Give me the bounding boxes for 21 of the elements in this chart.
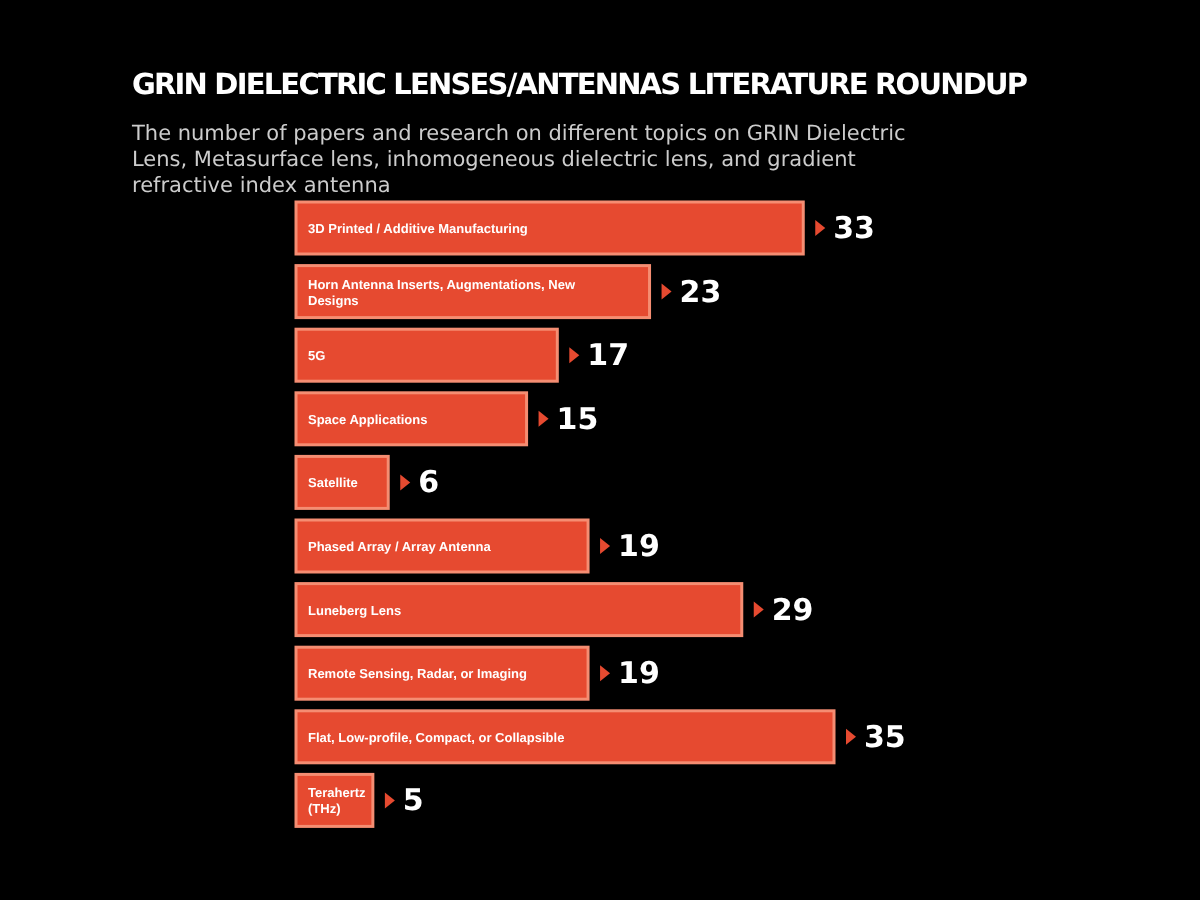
bar (294, 454, 390, 510)
bar (294, 264, 652, 320)
chart-title: GRIN DIELECTRIC LENSES/ANTENNAS LITERATURE ROUNDUP (132, 70, 1029, 102)
bar (294, 709, 836, 765)
data-label: 19 (618, 528, 660, 564)
bar (294, 391, 529, 447)
data-label: 29 (771, 591, 814, 628)
bar (294, 582, 744, 638)
bar (294, 200, 805, 256)
bar (294, 645, 590, 701)
bar (294, 327, 559, 383)
data-label: 35 (864, 718, 906, 755)
data-label: 23 (679, 273, 722, 310)
data-label: 33 (833, 210, 876, 246)
data-label: 19 (618, 655, 660, 692)
data-label: 17 (587, 337, 630, 374)
data-label: 5 (402, 782, 424, 819)
data-label: 6 (418, 464, 440, 501)
data-label: 15 (556, 400, 599, 437)
bar (294, 518, 590, 574)
chart-subtitle: The number of papers and research on different topics on GRIN Dielectric Lens, Metasurface lens, inhomogeneous dielectric lens, and gradient refractive index antenna (130, 122, 906, 198)
